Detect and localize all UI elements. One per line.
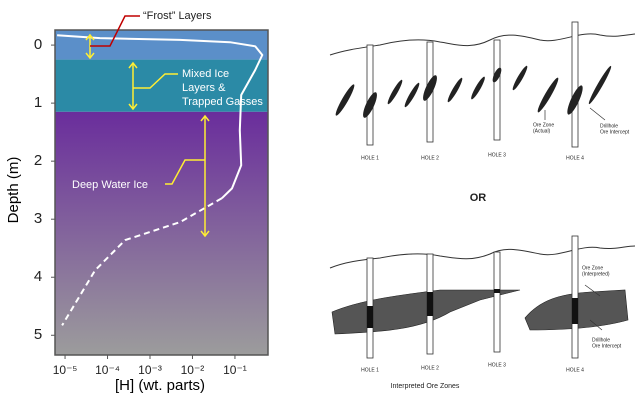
annotation: Trapped Gasses — [182, 96, 263, 108]
hole-label: HOLE 3 — [488, 152, 506, 158]
annotation: Layers & — [182, 82, 226, 94]
region — [55, 111, 268, 356]
diagram-label: Drillhole — [600, 123, 618, 129]
hole-label: HOLE 4 — [566, 367, 584, 373]
annotation: Mixed Ice — [182, 68, 229, 80]
y-tick-label: 0 — [34, 36, 42, 53]
diagram-label: Drillhole — [592, 337, 610, 343]
annotation: Deep Water Ice — [72, 179, 148, 191]
y-tick-label: 3 — [34, 210, 42, 227]
x-tick-label: 10⁻³ — [138, 363, 162, 377]
annotation-pointers — [85, 15, 210, 238]
line — [61, 197, 223, 326]
diagram-label: Ore Intercept — [600, 129, 630, 135]
diagram-caption: Interpreted Ore Zones — [391, 383, 460, 390]
diagram-label: Ore Intercept — [592, 343, 622, 349]
hole-label: HOLE 3 — [488, 362, 506, 368]
region — [55, 59, 268, 112]
top-diagram — [329, 21, 635, 148]
diagram-label: (Actual) — [533, 128, 551, 134]
diagram-label: Ore Zone — [533, 122, 554, 128]
bottom-diagram — [329, 235, 635, 359]
y-tick-label: 1 — [34, 94, 42, 111]
x-tick-label: 10⁻⁵ — [53, 363, 78, 377]
diagram-label: Ore Zone — [582, 265, 603, 271]
hole-label: HOLE 4 — [566, 155, 584, 161]
y-tick-label: 4 — [34, 268, 42, 285]
chart: 0 1 2 3 4 5 10⁻⁵ 10⁻⁴ 10⁻³ 10⁻² 10⁻¹ — [34, 29, 269, 377]
plot-frame — [54, 29, 269, 356]
x-tick-label: 10⁻¹ — [223, 363, 247, 377]
x-axis-label: [H] (wt. parts) — [115, 377, 205, 394]
hole-label: HOLE 2 — [421, 365, 439, 371]
x-tick-label: 10⁻² — [181, 363, 205, 377]
diagram-label: (Interpreted) — [582, 271, 610, 277]
hole-label: HOLE 2 — [421, 155, 439, 161]
y-axis-label: Depth (m) — [5, 157, 22, 224]
y-tick-label: 2 — [34, 152, 42, 169]
hole-label: HOLE 1 — [361, 155, 379, 161]
x-tick-label: 10⁻⁴ — [95, 363, 120, 377]
separator: OR — [470, 192, 487, 204]
annotation: “Frost” Layers — [143, 10, 212, 22]
y-tick-label: 5 — [34, 326, 42, 343]
line — [57, 34, 264, 200]
hole-label: HOLE 1 — [361, 367, 379, 373]
